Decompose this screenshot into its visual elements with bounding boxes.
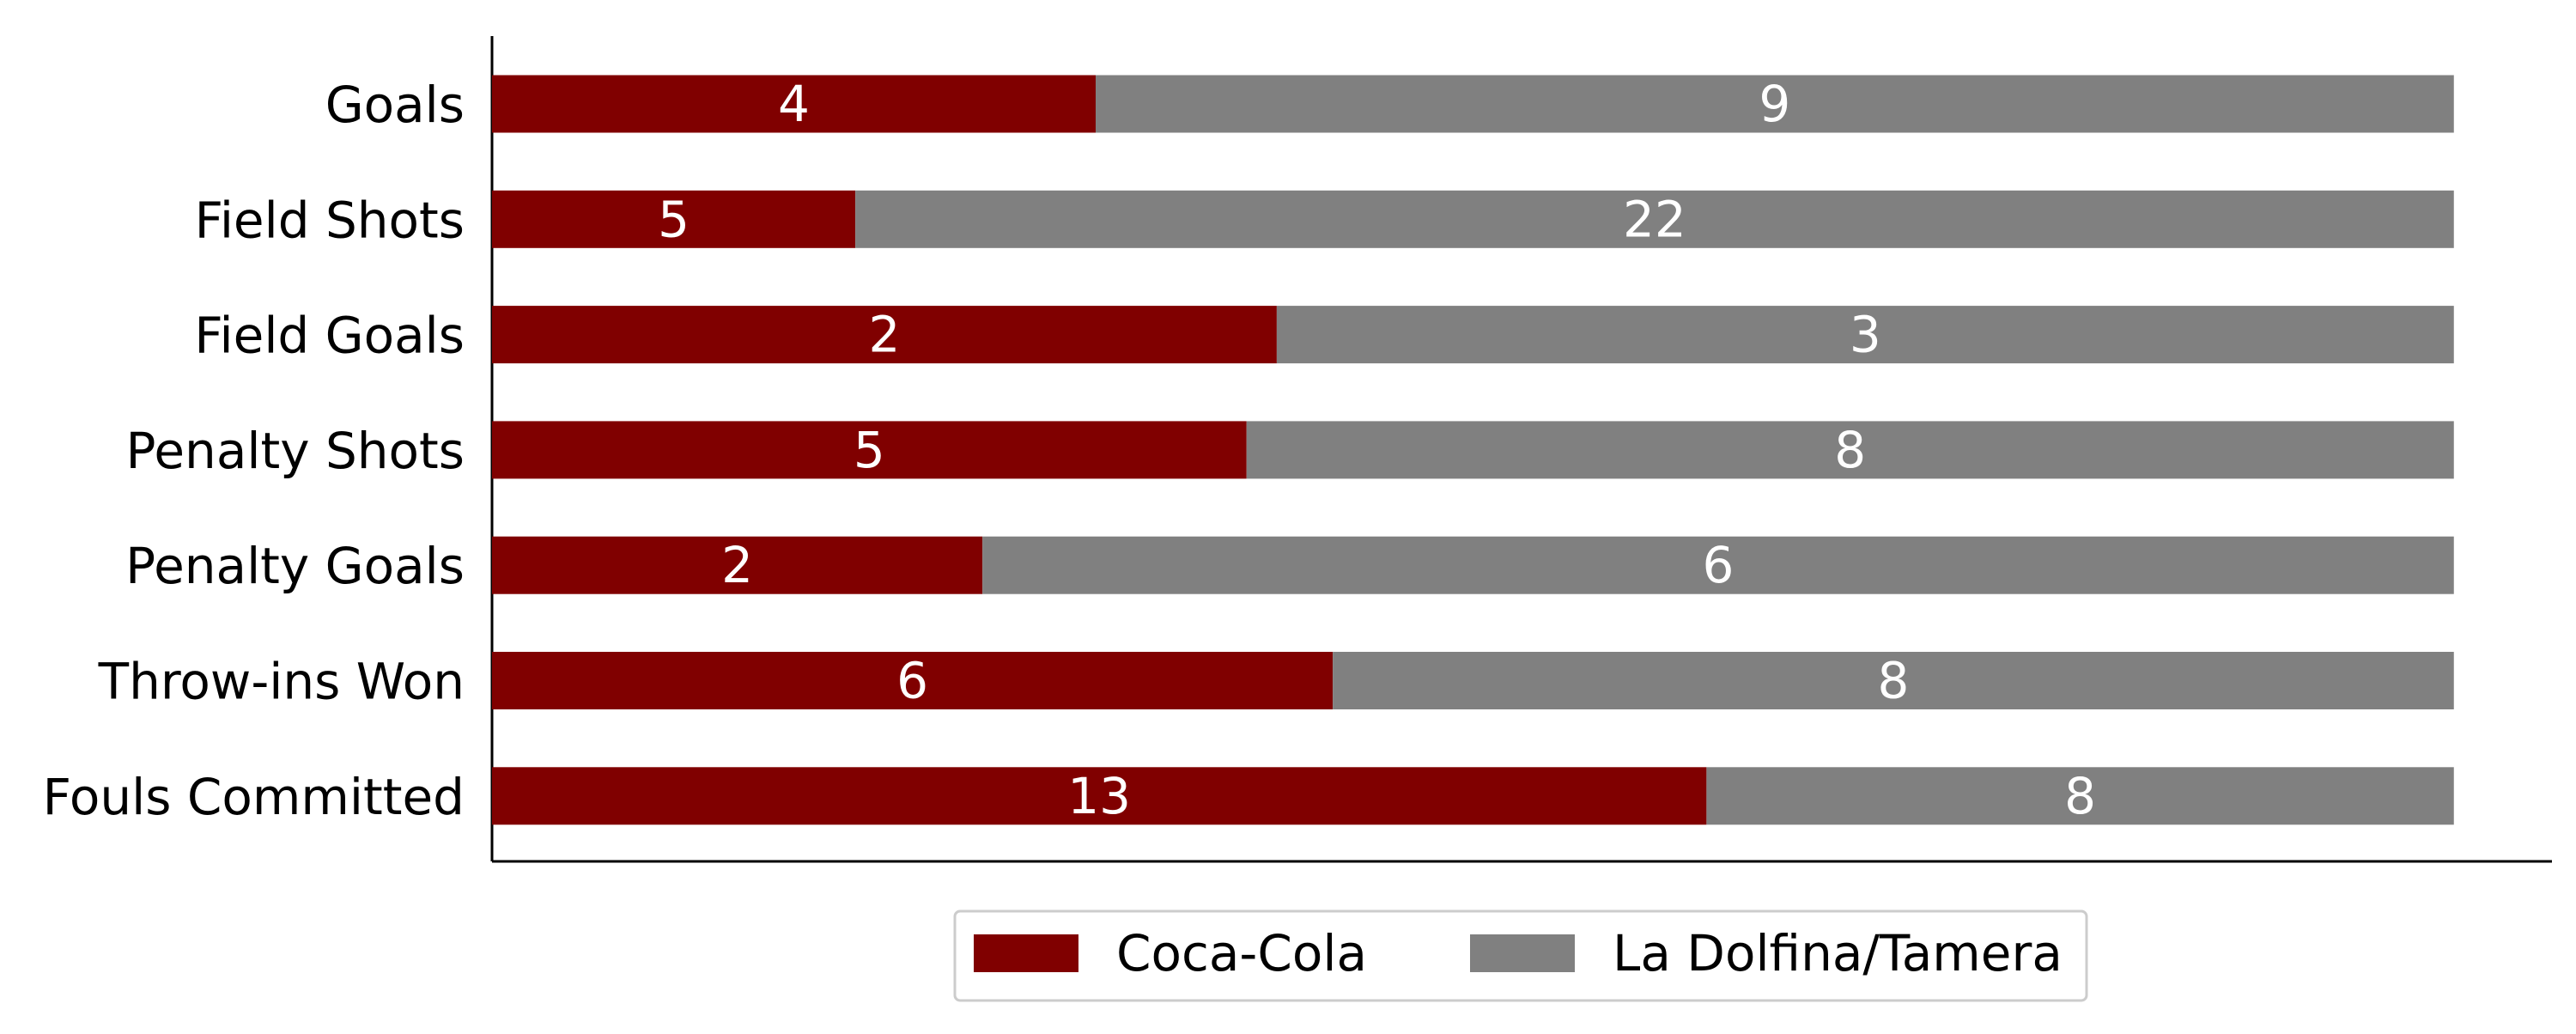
bar-value-label: 4: [778, 75, 810, 133]
bars: 4 95 222 35 82 66 813 8: [492, 75, 2454, 825]
bar-value-label: 8: [2064, 767, 2096, 825]
category-label-goals: Goals: [325, 76, 465, 134]
bar-value-label: 2: [721, 536, 753, 594]
bar-la-dolfina-tamera-fouls-committed: [1706, 767, 2454, 825]
category-label-field-goals: Field Goals: [194, 307, 465, 365]
bar-value-label: 6: [896, 652, 928, 710]
bar-value-label: 3: [1850, 306, 1881, 364]
bar-value-label: 2: [868, 306, 900, 364]
bar-coca-cola-goals: [492, 75, 1097, 133]
category-label-fouls-committed: Fouls Committed: [43, 768, 465, 826]
bar-coca-cola-penalty-shots: [492, 421, 1247, 479]
bar-coca-cola-field-goals: [492, 306, 1277, 364]
bar-value-label: 8: [1834, 421, 1866, 479]
legend-label-coca-cola: Coca-Cola: [1116, 924, 1367, 982]
legend-swatch-la-dolfina-tamera: [1470, 934, 1575, 972]
bar-coca-cola-penalty-goals: [492, 536, 983, 594]
legend-label-la-dolfina-tamera: La Dolfina/Tamera: [1613, 924, 2063, 982]
bar-la-dolfina-tamera-goals: [1096, 75, 2454, 133]
category-label-penalty-shots: Penalty Shots: [125, 422, 465, 480]
category-labels: Goals Field Shots Field Goals Penalty Shots…: [43, 76, 465, 826]
bar-coca-cola-field-shots: [492, 190, 856, 248]
bar-coca-cola-fouls-committed: [492, 767, 1707, 825]
bar-la-dolfina-tamera-field-goals: [1276, 306, 2454, 364]
bar-la-dolfina-tamera-field-shots: [855, 190, 2454, 248]
bar-value-label: 5: [854, 421, 885, 479]
category-label-throw-ins-won: Throw-ins Won: [98, 653, 465, 711]
bar-value-label: 9: [1759, 75, 1790, 133]
legend: Coca-Cola La Dolfina/Tamera: [953, 909, 2088, 1002]
bar-la-dolfina-tamera-penalty-shots: [1246, 421, 2454, 479]
bar-value-label: 8: [1878, 652, 1910, 710]
category-label-penalty-goals: Penalty Goals: [125, 537, 465, 595]
category-label-field-shots: Field Shots: [195, 191, 465, 249]
bar-value-label: 6: [1703, 536, 1735, 594]
bar-value-label: 5: [658, 190, 690, 248]
bar-la-dolfina-tamera-throw-ins-won: [1333, 652, 2454, 709]
bar-value-label: 13: [1067, 767, 1131, 825]
bar-value-label: 22: [1623, 190, 1686, 248]
bar-coca-cola-throw-ins-won: [492, 652, 1334, 709]
legend-swatch-coca-cola: [974, 934, 1078, 972]
bar-la-dolfina-tamera-penalty-goals: [982, 536, 2454, 594]
